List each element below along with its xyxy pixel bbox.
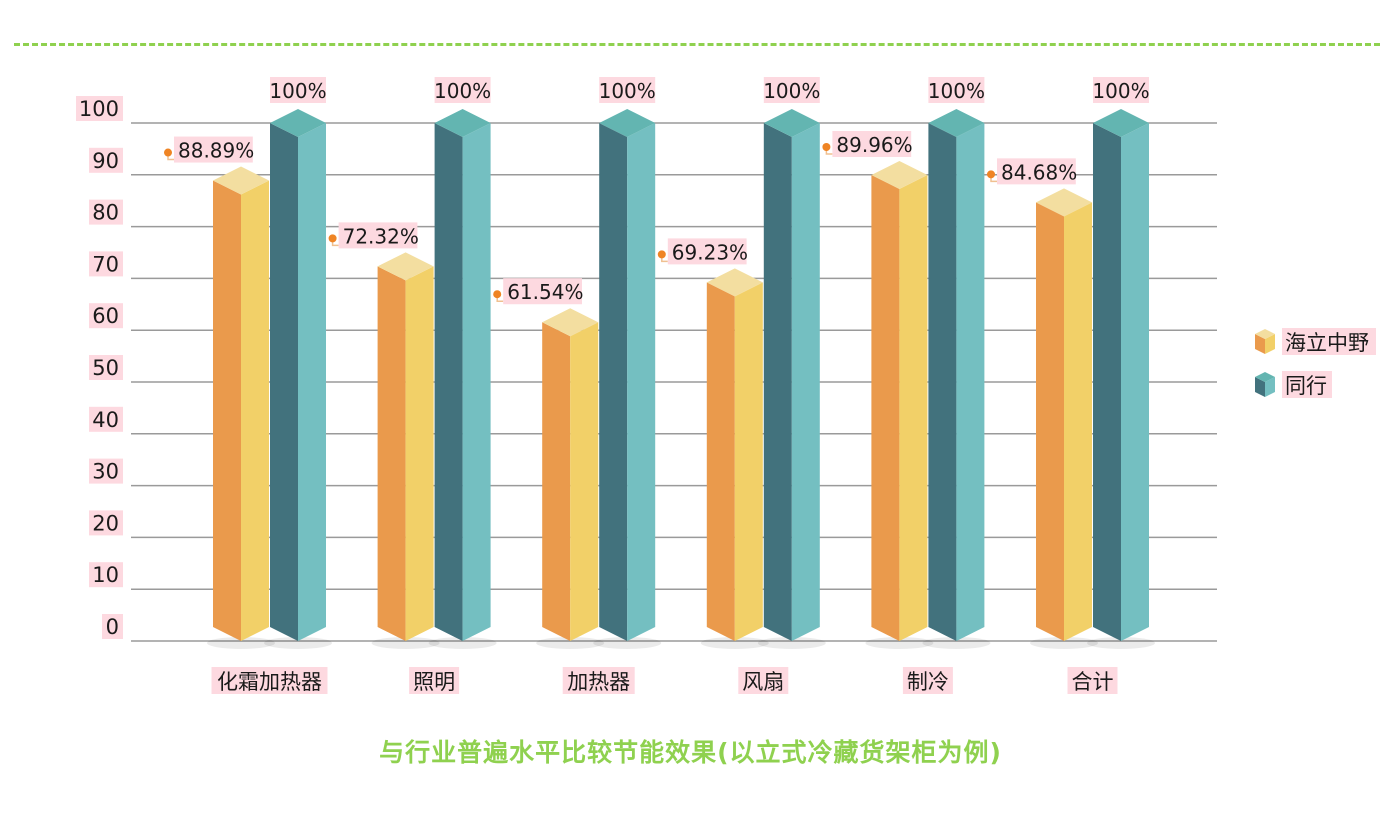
category-label: 加热器 bbox=[567, 670, 630, 694]
data-label: 100% bbox=[269, 79, 326, 103]
label-marker bbox=[164, 148, 172, 157]
label-marker bbox=[328, 234, 337, 243]
label-marker bbox=[987, 170, 995, 179]
y-tick-bg bbox=[76, 96, 123, 121]
bar-海立中野 bbox=[371, 252, 440, 649]
category-label-bg bbox=[902, 667, 953, 694]
data-label-bg bbox=[763, 77, 820, 103]
data-label: 88.89% bbox=[178, 139, 254, 163]
bar-同行 bbox=[593, 109, 662, 649]
bar-同行 bbox=[1087, 109, 1155, 649]
bars bbox=[207, 109, 1155, 649]
y-tick-bg bbox=[89, 251, 123, 277]
chart-title: 与行业普遍水平比较节能效果(以立式冷藏货架柜为例) bbox=[379, 738, 1002, 767]
bar-海立中野 bbox=[700, 268, 769, 649]
data-labels: 100% 88.89% 100% 72.32% 100% 61.54% 100% 69.23%… bbox=[164, 77, 1150, 305]
category-labels: 化霜加热器 照明 加热器 风扇 制冷 合计 bbox=[211, 667, 1118, 694]
legend-item: 海立中野 bbox=[1255, 328, 1376, 355]
y-tick-bg bbox=[89, 406, 123, 432]
data-label: 69.23% bbox=[672, 240, 748, 264]
category-label-bg bbox=[738, 667, 789, 694]
data-label: 100% bbox=[599, 79, 656, 103]
bar-同行 bbox=[428, 109, 497, 649]
y-tick-label: 40 bbox=[92, 408, 119, 432]
bar-海立中野 bbox=[207, 166, 275, 649]
category-label-bg bbox=[409, 667, 460, 694]
legend-label-bg bbox=[1282, 328, 1376, 355]
label-marker bbox=[493, 290, 502, 299]
y-tick-label: 70 bbox=[92, 252, 119, 276]
category-label-bg bbox=[1067, 667, 1118, 694]
data-label-bg bbox=[667, 238, 747, 265]
data-label-bg bbox=[997, 158, 1076, 185]
data-label: 84.68% bbox=[1001, 160, 1077, 184]
legend-item: 同行 bbox=[1255, 371, 1332, 398]
data-label: 100% bbox=[434, 79, 491, 103]
category-label: 风扇 bbox=[742, 670, 784, 694]
bar-chart: 0 10 20 30 40 50 60 70 80 90 100 100% 88.89% 100% 72.… bbox=[76, 77, 1376, 694]
y-tick-bg bbox=[89, 510, 123, 536]
data-label-bg bbox=[928, 77, 985, 103]
top-dashed-divider bbox=[14, 43, 1380, 46]
bar-同行 bbox=[757, 109, 826, 649]
data-label: 100% bbox=[763, 79, 820, 103]
category-label: 制冷 bbox=[907, 670, 949, 694]
y-tick-label: 10 bbox=[92, 563, 119, 587]
y-tick-bg bbox=[89, 458, 123, 484]
data-label: 89.96% bbox=[836, 133, 912, 157]
data-label-bg bbox=[174, 136, 253, 163]
y-tick-label: 90 bbox=[92, 149, 119, 173]
category-label-bg bbox=[562, 667, 635, 694]
data-label: 100% bbox=[928, 79, 985, 103]
bar-同行 bbox=[922, 109, 991, 649]
category-label: 照明 bbox=[413, 670, 455, 694]
y-tick-label: 30 bbox=[92, 460, 119, 484]
label-marker bbox=[822, 143, 831, 152]
data-label-bg bbox=[503, 278, 582, 305]
label-marker bbox=[657, 250, 666, 259]
data-label-bg bbox=[1093, 77, 1149, 103]
data-label-bg bbox=[832, 131, 912, 158]
y-tick-bg bbox=[89, 562, 123, 588]
category-label-bg bbox=[211, 667, 328, 694]
y-tick-label: 80 bbox=[92, 201, 119, 225]
data-label-bg bbox=[599, 77, 656, 103]
data-label-bg bbox=[338, 222, 418, 249]
legend-label-bg bbox=[1282, 371, 1332, 398]
bar-同行 bbox=[264, 109, 332, 649]
data-label-bg bbox=[434, 77, 491, 103]
legend-label: 同行 bbox=[1285, 374, 1327, 398]
y-tick-label: 20 bbox=[92, 511, 119, 535]
category-label: 合计 bbox=[1072, 670, 1114, 694]
data-label: 100% bbox=[1092, 79, 1149, 103]
y-tick-bg bbox=[102, 614, 123, 639]
bar-海立中野 bbox=[865, 161, 934, 649]
y-axis-ticks: 0 10 20 30 40 50 60 70 80 90 100 bbox=[76, 96, 123, 639]
data-label-bg bbox=[270, 77, 326, 103]
y-tick-bg bbox=[89, 355, 123, 380]
y-tick-label: 60 bbox=[92, 304, 119, 328]
legend-label: 海立中野 bbox=[1285, 331, 1369, 355]
y-tick-bg bbox=[89, 199, 123, 225]
y-tick-bg bbox=[89, 147, 123, 173]
bar-海立中野 bbox=[1030, 188, 1098, 649]
data-label: 61.54% bbox=[507, 280, 583, 304]
y-tick-label: 100 bbox=[79, 97, 119, 121]
y-tick-bg bbox=[89, 303, 123, 329]
bar-海立中野 bbox=[536, 308, 605, 649]
y-tick-label: 0 bbox=[106, 615, 119, 639]
category-label: 化霜加热器 bbox=[217, 670, 322, 694]
data-label: 72.32% bbox=[343, 224, 419, 248]
y-tick-label: 50 bbox=[92, 356, 119, 380]
